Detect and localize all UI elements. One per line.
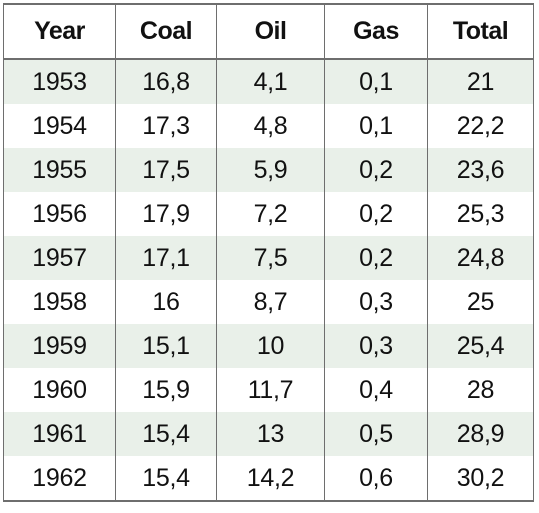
- header-row: Year Coal Oil Gas Total: [3, 3, 534, 60]
- cell-coal: 15,4: [115, 456, 217, 502]
- table-body: 1953 16,8 4,1 0,1 21 1954 17,3 4,8 0,1 22,2 1955 17…: [3, 59, 534, 502]
- cell-total: 30,2: [427, 456, 534, 502]
- cell-oil: 4,8: [216, 104, 325, 148]
- header-coal: Coal: [115, 3, 217, 60]
- cell-total: 23,6: [427, 148, 534, 192]
- cell-coal: 17,3: [115, 104, 217, 148]
- cell-coal: 16: [115, 280, 217, 324]
- header-gas: Gas: [324, 3, 428, 60]
- header-oil: Oil: [216, 3, 325, 60]
- cell-gas: 0,2: [324, 236, 428, 280]
- cell-oil: 7,2: [216, 192, 325, 236]
- table-container: Year Coal Oil Gas Total 1953 16,8 4,1 0,1 21…: [3, 3, 534, 502]
- header-total: Total: [427, 3, 534, 60]
- cell-gas: 0,3: [324, 324, 428, 368]
- cell-year: 1954: [3, 104, 116, 148]
- table-row: 1961 15,4 13 0,5 28,9: [3, 412, 534, 456]
- header-year: Year: [3, 3, 116, 60]
- cell-total: 25: [427, 280, 534, 324]
- cell-year: 1953: [3, 59, 116, 104]
- cell-gas: 0,6: [324, 456, 428, 502]
- cell-total: 25,4: [427, 324, 534, 368]
- cell-gas: 0,5: [324, 412, 428, 456]
- cell-gas: 0,2: [324, 192, 428, 236]
- cell-year: 1955: [3, 148, 116, 192]
- cell-total: 28,9: [427, 412, 534, 456]
- cell-oil: 10: [216, 324, 325, 368]
- cell-gas: 0,1: [324, 59, 428, 104]
- cell-total: 24,8: [427, 236, 534, 280]
- cell-total: 25,3: [427, 192, 534, 236]
- cell-year: 1959: [3, 324, 116, 368]
- cell-oil: 4,1: [216, 59, 325, 104]
- cell-coal: 16,8: [115, 59, 217, 104]
- table-header: Year Coal Oil Gas Total: [3, 3, 534, 60]
- cell-year: 1957: [3, 236, 116, 280]
- cell-coal: 17,5: [115, 148, 217, 192]
- cell-total: 28: [427, 368, 534, 412]
- table-row: 1959 15,1 10 0,3 25,4: [3, 324, 534, 368]
- cell-oil: 11,7: [216, 368, 325, 412]
- cell-total: 21: [427, 59, 534, 104]
- cell-oil: 7,5: [216, 236, 325, 280]
- cell-oil: 5,9: [216, 148, 325, 192]
- table-row: 1958 16 8,7 0,3 25: [3, 280, 534, 324]
- cell-gas: 0,3: [324, 280, 428, 324]
- table-row: 1954 17,3 4,8 0,1 22,2: [3, 104, 534, 148]
- table-row: 1953 16,8 4,1 0,1 21: [3, 59, 534, 104]
- table-row: 1955 17,5 5,9 0,2 23,6: [3, 148, 534, 192]
- cell-coal: 15,4: [115, 412, 217, 456]
- cell-coal: 17,9: [115, 192, 217, 236]
- cell-year: 1958: [3, 280, 116, 324]
- cell-total: 22,2: [427, 104, 534, 148]
- table-row: 1960 15,9 11,7 0,4 28: [3, 368, 534, 412]
- cell-oil: 13: [216, 412, 325, 456]
- cell-year: 1961: [3, 412, 116, 456]
- cell-year: 1960: [3, 368, 116, 412]
- table-row: 1957 17,1 7,5 0,2 24,8: [3, 236, 534, 280]
- cell-year: 1962: [3, 456, 116, 502]
- cell-year: 1956: [3, 192, 116, 236]
- cell-oil: 8,7: [216, 280, 325, 324]
- cell-gas: 0,2: [324, 148, 428, 192]
- cell-oil: 14,2: [216, 456, 325, 502]
- cell-gas: 0,1: [324, 104, 428, 148]
- cell-coal: 17,1: [115, 236, 217, 280]
- cell-coal: 15,1: [115, 324, 217, 368]
- table-row: 1962 15,4 14,2 0,6 30,2: [3, 456, 534, 502]
- energy-table: Year Coal Oil Gas Total 1953 16,8 4,1 0,1 21…: [3, 3, 534, 502]
- cell-coal: 15,9: [115, 368, 217, 412]
- table-row: 1956 17,9 7,2 0,2 25,3: [3, 192, 534, 236]
- cell-gas: 0,4: [324, 368, 428, 412]
